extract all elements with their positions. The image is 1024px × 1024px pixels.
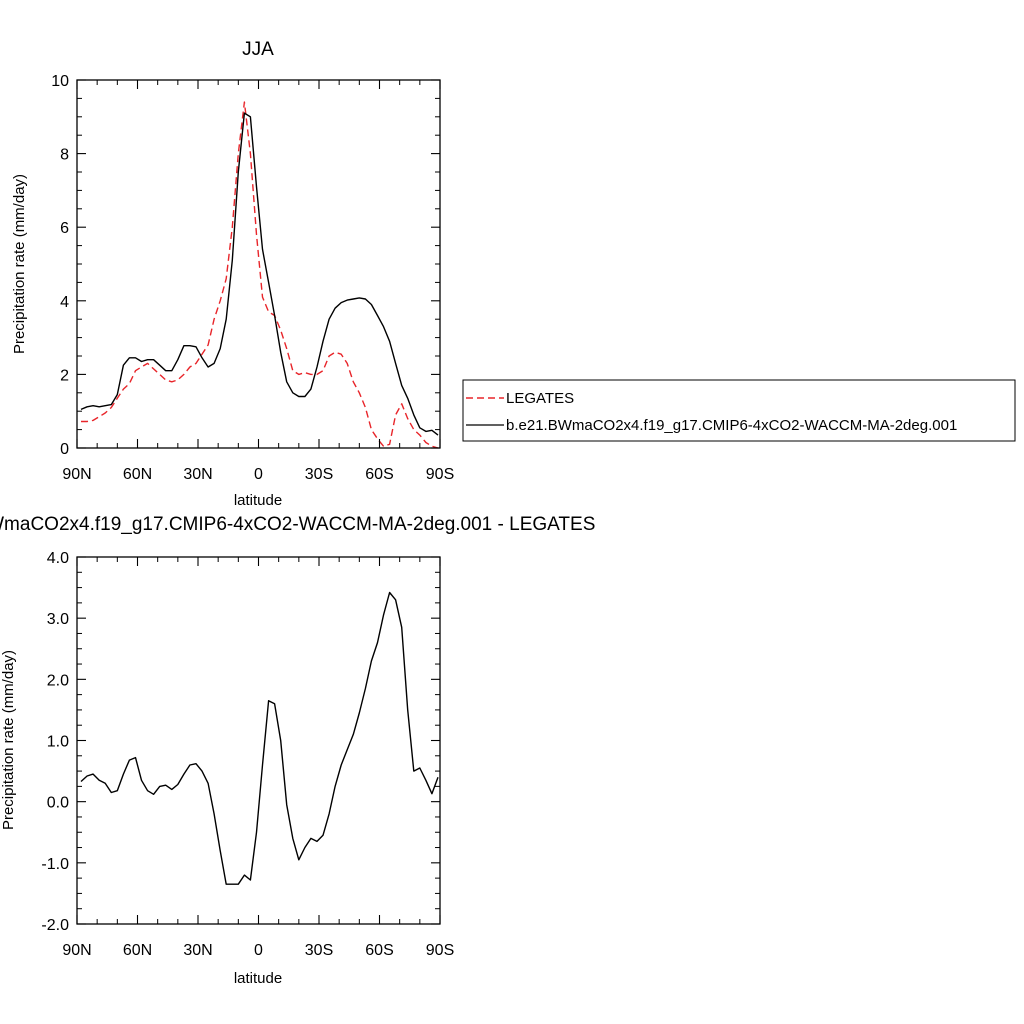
top-x-axis-label: latitude [234,492,282,509]
bottom-chart-title: b.e21.BWmaCO2x4.f19_g17.CMIP6-4xCO2-WACC… [0,514,595,535]
bottom-x-tick-label: 60S [365,942,393,959]
top-x-tick-label: 30S [305,466,333,483]
top-y-ticks: 0 2 4 6 8 10 [51,73,440,458]
panel-bottom: b.e21.BWmaCO2x4.f19_g17.CMIP6-4xCO2-WACC… [0,514,595,987]
bottom-x-axis-label: latitude [234,970,282,987]
top-chart-title: JJA [242,39,274,60]
top-y-tick-label: 8 [60,147,69,164]
legend-label-model: b.e21.BWmaCO2x4.f19_g17.CMIP6-4xCO2-WACC… [506,417,957,434]
top-y-tick-label: 4 [60,294,69,311]
bottom-x-ticks: 90N 60N 30N 0 30S 60S 90S [62,557,454,959]
bottom-y-ticks: -2.0 -1.0 0.0 1.0 2.0 3.0 4.0 [41,550,440,934]
bottom-y-tick-label: 3.0 [47,611,69,628]
bottom-y-tick-label: 4.0 [47,550,69,567]
top-plot-area [80,101,439,449]
top-series-line-legates [81,101,439,449]
legend: LEGATES b.e21.BWmaCO2x4.f19_g17.CMIP6-4x… [462,379,1016,442]
bottom-y-tick-label: 1.0 [47,734,69,751]
top-x-tick-label: 90S [426,466,454,483]
bottom-x-tick-label: 30N [183,942,212,959]
top-y-tick-label: 2 [60,367,69,384]
top-x-ticks: 90N 60N 30N 0 30S 60S 90S [62,80,454,483]
top-plot-frame [76,79,441,449]
legend-box [462,379,1016,442]
bottom-y-tick-label: 2.0 [47,672,69,689]
bottom-series-line-difference [80,591,439,885]
top-x-tick-label: 90N [62,466,91,483]
top-y-tick-label: 6 [60,220,69,237]
top-x-tick-label: 60S [365,466,393,483]
bottom-x-tick-label: 30S [305,942,333,959]
bottom-y-tick-label: -1.0 [41,856,69,873]
top-y-tick-label: 10 [51,73,69,90]
bottom-x-tick-label: 0 [254,942,263,959]
top-series-line-model [80,112,439,436]
bottom-x-tick-label: 90S [426,942,454,959]
top-x-tick-label: 0 [254,466,263,483]
bottom-plot-frame [76,556,441,925]
top-y-axis-label: Precipitation rate (mm/day) [11,174,28,354]
top-x-tick-label: 60N [123,466,152,483]
legend-label-legates: LEGATES [506,390,574,407]
bottom-plot-area [80,591,439,885]
bottom-x-tick-label: 60N [123,942,152,959]
top-x-tick-label: 30N [183,466,212,483]
bottom-x-tick-label: 90N [62,942,91,959]
top-y-tick-label: 0 [60,441,69,458]
bottom-y-tick-label: 0.0 [47,795,69,812]
panel-top: JJA 90N 60N 30N 0 30S 60S 90S 0 2 4 6 8 10 latitude… [11,39,454,509]
bottom-y-axis-label: Precipitation rate (mm/day) [0,650,17,830]
bottom-y-tick-label: -2.0 [41,917,69,934]
